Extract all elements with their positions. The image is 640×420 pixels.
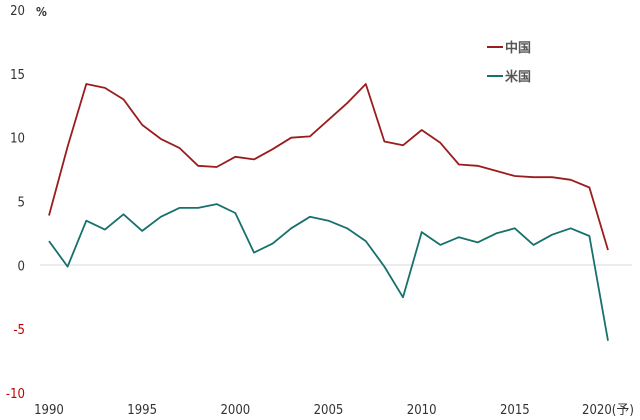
y-tick-label: 20 (10, 4, 25, 19)
y-tick-label: 15 (10, 68, 25, 83)
y-axis-unit: % (36, 5, 47, 19)
y-tick-label: 0 (18, 259, 25, 274)
x-tick-label: 1990 (34, 403, 64, 418)
x-tick-label: 2000 (220, 403, 250, 418)
y-tick-label: -5 (13, 323, 25, 338)
series-line-us (48, 203, 609, 341)
x-tick-label: 2020(予) (582, 403, 634, 418)
x-tick-label: 1995 (127, 403, 157, 418)
x-tick-label: 2005 (314, 403, 344, 418)
y-tick-label: 5 (18, 196, 25, 211)
y-tick-label: 10 (10, 132, 25, 147)
x-tick-label: 2010 (407, 403, 437, 418)
y-tick-label: -10 (6, 387, 25, 402)
series-line-china (48, 83, 609, 251)
legend-label: 中国 (505, 40, 531, 56)
x-tick-label: 2015 (500, 403, 530, 418)
legend-label: 米国 (505, 69, 531, 85)
